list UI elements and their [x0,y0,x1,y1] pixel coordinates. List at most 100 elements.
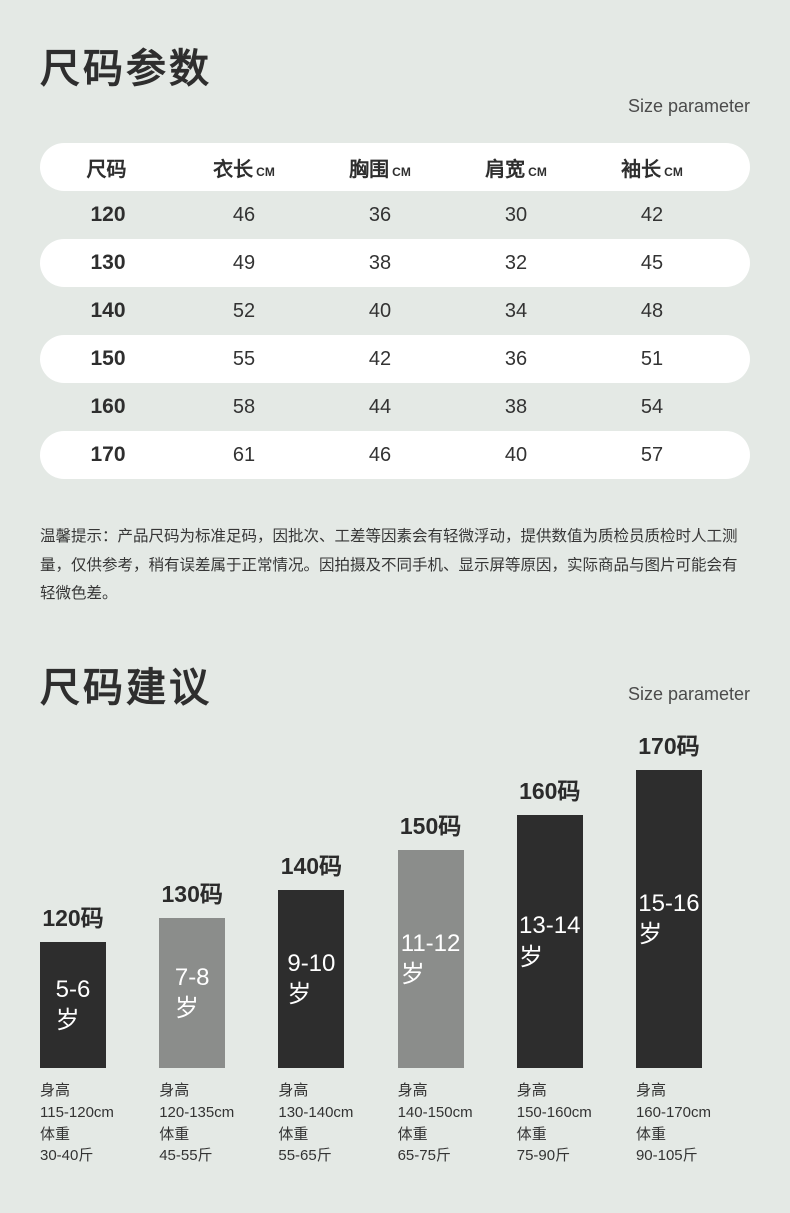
value-cell: 40 [368,299,392,322]
bar-age-range: 7-8 [174,963,210,991]
stat-height-value: 150-160cm [516,1103,592,1121]
section-title: 尺码参数 [40,47,212,91]
value-cell: 40 [504,443,528,466]
bar-age-range: 13-14 [519,912,581,940]
bar-age-suffix: 岁 [55,1007,80,1035]
value-cell: 61 [232,443,256,466]
column-header-label: 袖长 [621,158,662,181]
chart-column-170: 170码 15-16 岁 身高 160-170cm 体重 90-105斤 [635,727,754,1167]
stat-height-value: 160-170cm [635,1103,711,1121]
bar-area: 120码 5-6 岁 [40,899,106,1069]
bar-age-text: 9-10 岁 [287,948,335,1010]
bar-stats: 身高 160-170cm 体重 90-105斤 [636,1080,754,1167]
chart-column-120: 120码 5-6 岁 身高 115-120cm 体重 30-40斤 [40,899,158,1167]
stat-weight-value: 55-65斤 [278,1147,332,1165]
bar-size-label: 170码 [638,733,700,760]
value-cell: 36 [368,203,392,226]
stat-weight-value: 45-55斤 [159,1147,213,1165]
bar: 5-6 岁 [40,942,106,1069]
stat-weight-label: 体重 [516,1125,547,1143]
column-header-chest: 胸围 CM [312,153,448,182]
bar-age-suffix: 岁 [519,943,544,971]
section-subtitle: Size parameter [627,684,750,705]
bar: 13-14 岁 [516,815,583,1069]
value-cell: 45 [640,251,664,274]
table-row: 160 58 44 38 54 [40,383,750,431]
value-cell: 34 [504,299,528,322]
value-cell: 30 [504,203,528,226]
bar-size-label: 160码 [519,778,581,805]
stat-height-label: 身高 [278,1082,309,1100]
value-cell: 51 [640,347,664,370]
bar-age-suffix: 岁 [638,921,663,949]
stat-weight-value: 30-40斤 [40,1147,94,1165]
value-cell: 58 [232,395,256,418]
stat-height-label: 身高 [40,1082,71,1100]
chart-column-160: 160码 13-14 岁 身高 150-160cm 体重 75-90斤 [516,772,635,1167]
column-header-shoulder: 肩宽 CM [448,153,584,182]
bar-age-suffix: 岁 [174,995,199,1023]
bar-age-range: 15-16 [638,889,700,917]
table-row: 120 46 36 30 42 [40,191,750,239]
column-header-label: 肩宽 [485,158,526,181]
bar-age-range: 9-10 [287,949,336,977]
bar-age-text: 15-16 岁 [638,888,699,950]
value-cell: 32 [504,251,528,274]
size-cell: 130 [90,251,126,274]
stat-weight-value: 75-90斤 [516,1147,571,1165]
bar-area: 160码 13-14 岁 [516,772,583,1069]
size-note: 温馨提示：产品尺码为标准足码，因批次、工差等因素会有轻微浮动，提供数值为质检员质… [40,528,738,603]
value-cell: 42 [368,347,392,370]
bar-size-label: 120码 [42,905,104,932]
value-cell: 52 [232,299,256,322]
size-advice-bar-chart: 120码 5-6 岁 身高 115-120cm 体重 30-40斤 130码 [0,711,790,1167]
stat-height-value: 140-150cm [397,1103,473,1121]
bar-age-text: 13-14 岁 [519,910,580,972]
bar-stats: 身高 140-150cm 体重 65-75斤 [398,1080,516,1167]
bar-age-suffix: 岁 [400,961,425,989]
size-cell: 150 [90,347,126,370]
column-header-unit: CM [256,164,275,179]
stat-weight-value: 65-75斤 [397,1147,451,1165]
table-header-row: 尺码 衣长 CM 胸围 CM 肩宽 CM 袖长 CM [40,143,750,191]
bar-age-range: 5-6 [55,975,91,1003]
value-cell: 54 [640,395,664,418]
bar-age-range: 11-12 [400,929,461,957]
column-header-label: 衣长 [213,158,254,181]
section-subtitle: Size parameter [627,96,750,116]
stat-height-value: 130-140cm [278,1103,354,1121]
value-cell: 46 [232,203,256,226]
stat-height-label: 身高 [159,1082,190,1100]
bar-stats: 身高 150-160cm 体重 75-90斤 [517,1080,635,1167]
value-cell: 38 [368,251,392,274]
stat-weight-label: 体重 [278,1125,309,1143]
stat-height-label: 身高 [397,1082,428,1100]
table-row: 150 55 42 36 51 [40,335,750,383]
table-row: 140 52 40 34 48 [40,287,750,335]
bar-age-text: 5-6 岁 [56,974,91,1036]
column-header-sleeve: 袖长 CM [584,153,720,182]
column-header-unit: CM [528,164,547,179]
chart-column-130: 130码 7-8 岁 身高 120-135cm 体重 45-55斤 [159,875,277,1167]
size-cell: 160 [90,395,126,418]
stat-height-value: 120-135cm [159,1103,235,1121]
stat-height-value: 115-120cm [40,1103,114,1121]
column-header-label: 尺码 [86,158,127,181]
column-header-unit: CM [392,164,411,179]
bar: 9-10 岁 [278,890,345,1069]
bar: 7-8 岁 [159,918,226,1069]
value-cell: 38 [504,395,528,418]
stat-weight-label: 体重 [159,1125,190,1143]
bar-area: 170码 15-16 岁 [635,727,702,1069]
bar: 11-12 岁 [397,850,464,1069]
table-row: 130 49 38 32 45 [40,239,750,287]
value-cell: 42 [640,203,664,226]
table-row: 170 61 46 40 57 [40,431,750,479]
bar-age-suffix: 岁 [287,981,312,1009]
bar-stats: 身高 120-135cm 体重 45-55斤 [159,1080,277,1167]
size-params-header: 尺码参数 Size parameter [0,46,790,117]
bar-area: 150码 11-12 岁 [397,807,464,1069]
bar-size-label: 150码 [399,813,462,840]
bar-area: 140码 9-10 岁 [278,847,345,1069]
size-cell: 120 [90,203,126,226]
